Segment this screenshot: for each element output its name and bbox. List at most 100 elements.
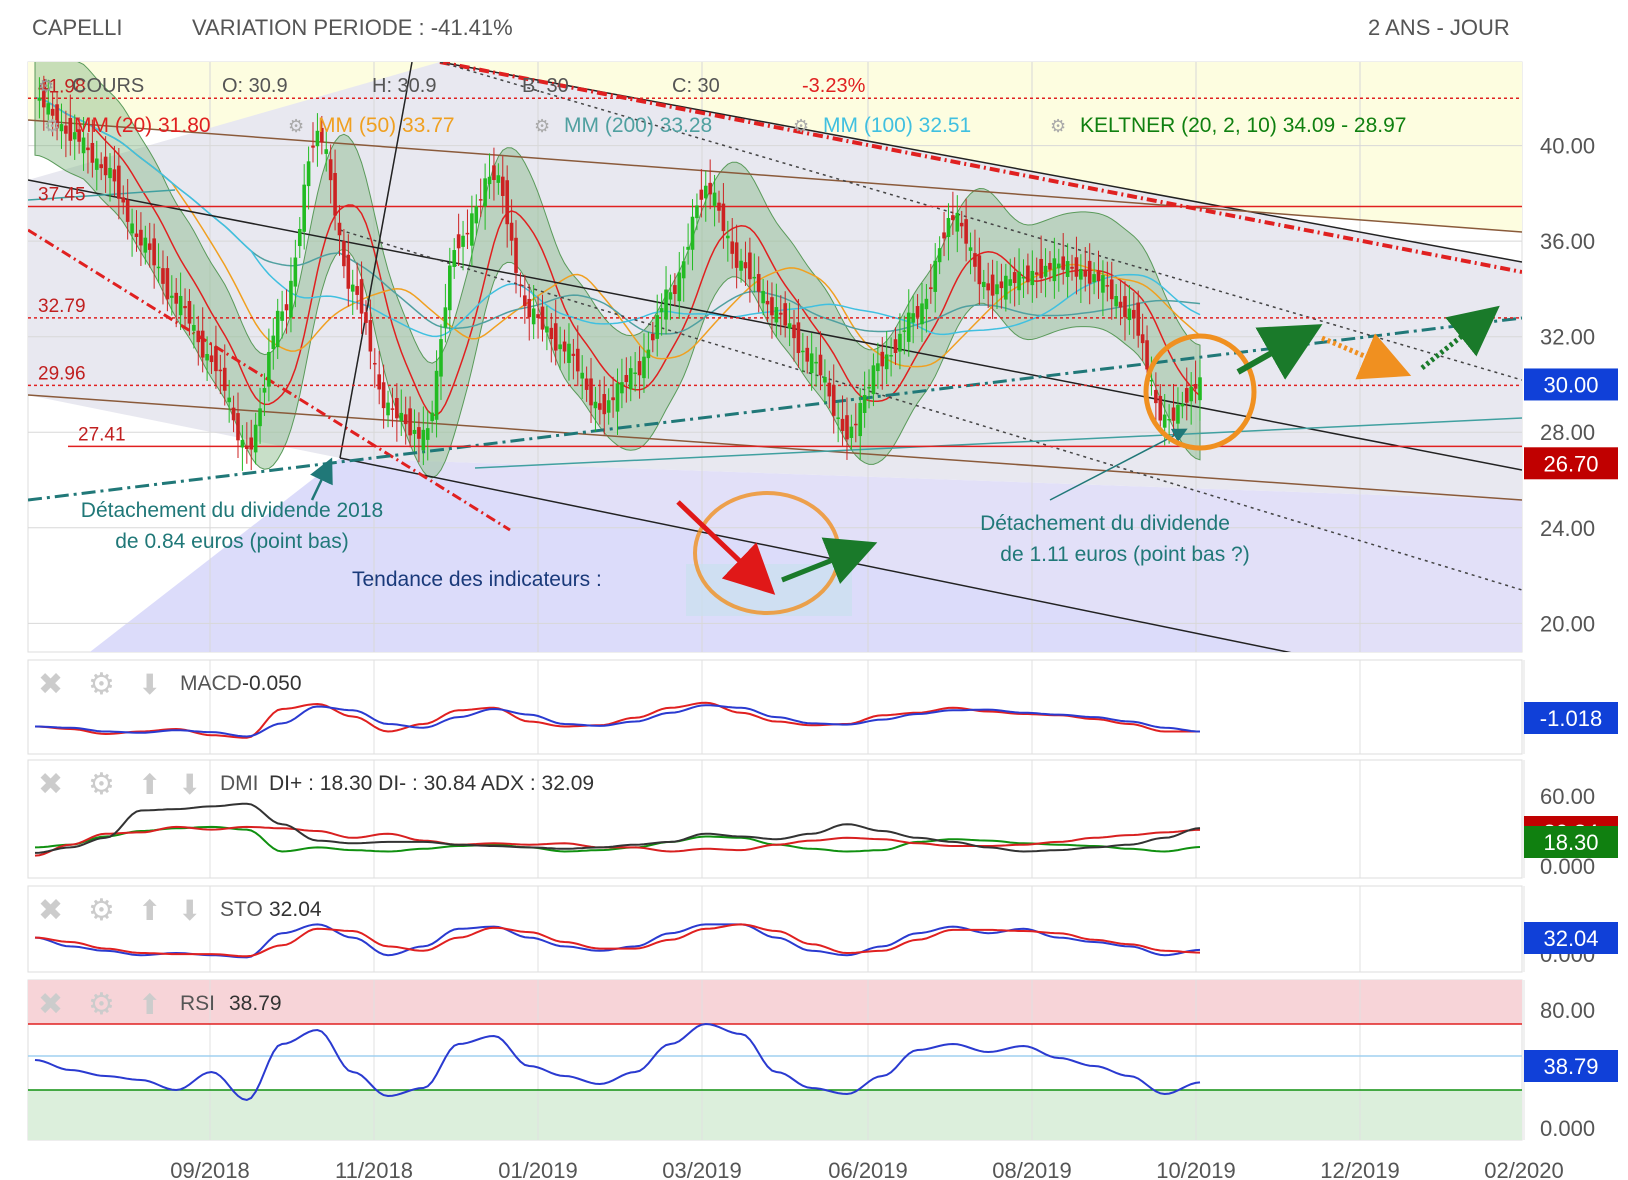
candle-up — [275, 310, 280, 348]
move-down-icon[interactable]: ⬇ — [138, 669, 161, 700]
variation-label: VARIATION PERIODE : -41.41% — [192, 15, 513, 40]
gear-icon[interactable]: ⚙ — [793, 116, 809, 136]
candle-up — [580, 372, 584, 379]
panel-frame — [27, 659, 1523, 755]
candle-down — [840, 418, 845, 431]
candle-down — [152, 238, 156, 266]
candle-up — [809, 353, 814, 374]
candle-up — [59, 124, 64, 132]
gear-icon[interactable]: ⚙ — [38, 76, 54, 96]
candle-up — [143, 237, 148, 253]
candle-up — [902, 330, 907, 332]
candle-down — [103, 156, 108, 176]
candle-up — [1030, 270, 1035, 286]
candle-down — [403, 414, 408, 425]
candle-down — [55, 104, 59, 129]
candle-up — [787, 323, 792, 329]
candle-down — [500, 176, 505, 196]
candle-down — [1140, 334, 1145, 344]
candle-down — [125, 199, 130, 222]
candle-down — [1154, 389, 1158, 404]
candle-up — [1021, 276, 1026, 279]
adx-line — [34, 802, 1201, 854]
candle-up — [470, 213, 474, 246]
div2018-text-2: de 0.84 euros (point bas) — [115, 530, 348, 553]
candle-down — [222, 367, 227, 391]
candle-up — [452, 250, 457, 267]
candle-down — [880, 351, 885, 367]
indicator-legend: ⚙ MM (20) 31.80 ⚙ MM (50) 33.77 ⚙ MM (200) 33… — [44, 114, 1406, 137]
panel-value: 32.04 — [269, 898, 322, 921]
candle-up — [836, 417, 840, 419]
candle-down — [721, 203, 726, 232]
candle-down — [792, 324, 796, 339]
candle-down — [893, 339, 898, 354]
gear-icon[interactable]: ⚙ — [88, 894, 115, 927]
gear-icon[interactable]: ⚙ — [1050, 116, 1066, 136]
gear-icon[interactable]: ⚙ — [44, 116, 60, 136]
candle-down — [549, 327, 554, 340]
price-tick-label: 40.00 — [1540, 134, 1595, 159]
candle-up — [496, 175, 501, 183]
date-tick-label: 09/2018 — [170, 1158, 250, 1180]
candle-up — [995, 284, 999, 295]
candle-down — [231, 407, 236, 421]
trend-line — [339, 457, 1292, 652]
candle-down — [112, 169, 117, 182]
candle-up — [399, 412, 404, 422]
close-icon[interactable]: ✖ — [38, 768, 63, 801]
panel-band — [28, 980, 1522, 1024]
move-down-icon[interactable]: ⬇ — [178, 769, 201, 800]
gear-icon[interactable]: ⚙ — [534, 116, 550, 136]
candle-down — [651, 333, 655, 341]
move-up-icon[interactable]: ⬆ — [138, 989, 161, 1020]
candle-up — [867, 387, 871, 389]
panel-value: DI+ : 18.30 DI- : 30.84 ADX : 32.09 — [269, 772, 594, 795]
candle-down — [562, 341, 567, 352]
dmi-panel: ✖ ⚙ ⬆ ⬇ DMI DI+ : 18.30 DI- : 30.84 ADX : 32.… — [27, 759, 1618, 879]
candle-up — [849, 426, 854, 438]
gear-icon[interactable]: ⚙ — [288, 116, 304, 136]
close-icon[interactable]: ✖ — [38, 894, 63, 927]
candle-down — [765, 300, 770, 305]
indicator-legend-item: MM (200) 33.28 — [564, 114, 712, 137]
candle-up — [262, 388, 267, 393]
candle-down — [311, 145, 315, 148]
level-label: 32.79 — [38, 296, 86, 317]
candle-up — [1065, 261, 1070, 277]
candle-down — [42, 90, 46, 108]
candle-up — [761, 290, 765, 304]
candle-down — [929, 287, 933, 290]
price-badge-label: 26.70 — [1543, 451, 1598, 476]
candle-up — [659, 308, 664, 313]
move-down-icon[interactable]: ⬇ — [178, 895, 201, 926]
gear-icon[interactable]: ⚙ — [88, 988, 115, 1021]
candle-down — [748, 252, 752, 280]
close-icon[interactable]: ✖ — [38, 668, 63, 701]
candle-up — [461, 235, 465, 247]
close-icon[interactable]: ✖ — [38, 988, 63, 1021]
candle-down — [337, 222, 342, 236]
candle-up — [655, 315, 660, 339]
price-tick-label: 20.00 — [1540, 611, 1595, 636]
candle-up — [192, 324, 196, 331]
move-up-icon[interactable]: ⬆ — [138, 895, 161, 926]
candle-up — [726, 235, 730, 239]
div2018-text-1: Détachement du dividende 2018 — [81, 499, 383, 522]
candle-up — [752, 276, 757, 279]
gear-icon[interactable]: ⚙ — [88, 768, 115, 801]
gear-icon[interactable]: ⚙ — [88, 668, 115, 701]
panel-tick-label: 0.000 — [1540, 854, 1595, 879]
candle-up — [1176, 404, 1180, 424]
candle-down — [1158, 395, 1163, 421]
candle-up — [412, 429, 417, 434]
candle-down — [245, 445, 249, 449]
candle-down — [734, 242, 739, 268]
candle-down — [717, 202, 721, 211]
candle-down — [161, 268, 165, 284]
candle-up — [271, 335, 276, 350]
panel-band — [28, 1090, 1522, 1140]
move-up-icon[interactable]: ⬆ — [138, 769, 161, 800]
ohlc-legend-item: H: 30.9 — [372, 75, 436, 97]
